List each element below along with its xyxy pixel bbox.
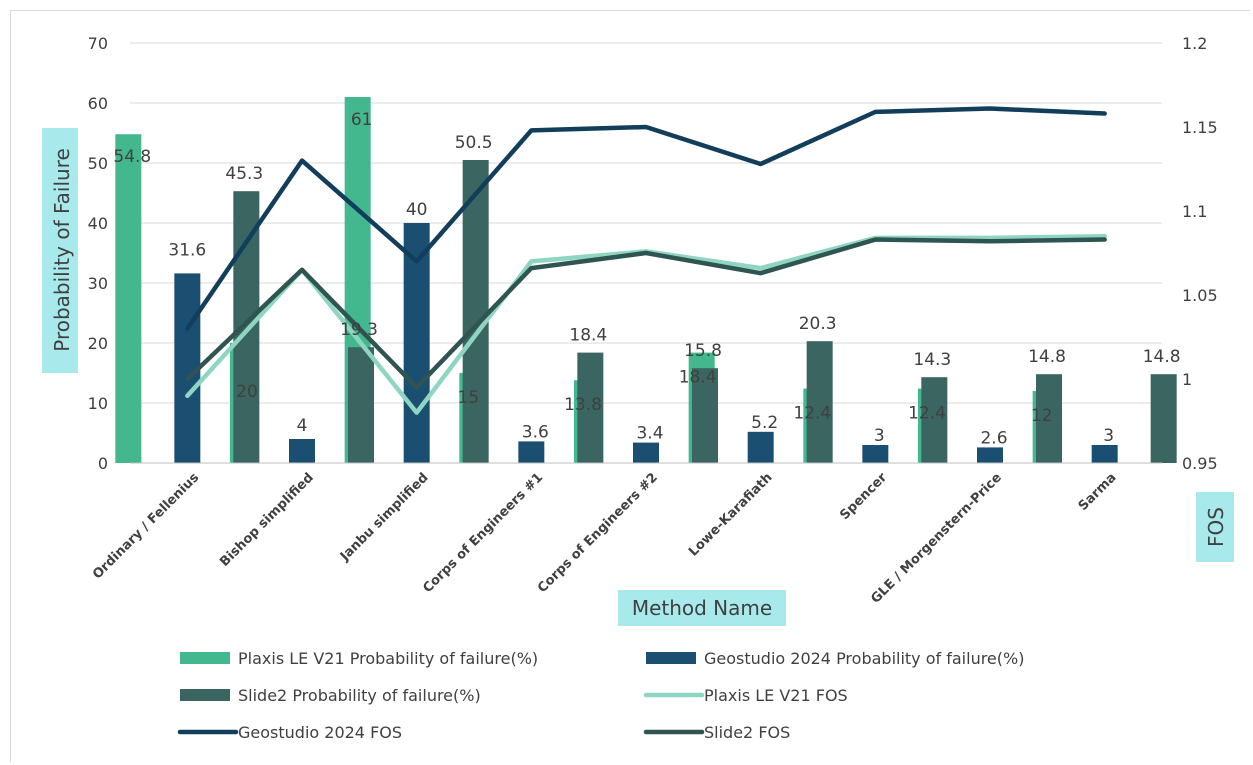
legend-label: Plaxis LE V21 FOS [704, 686, 848, 705]
bar-data-label: 61 [351, 110, 373, 130]
legend: Plaxis LE V21 Probability of failure(%) G… [177, 649, 1024, 742]
bar [977, 447, 1003, 463]
bar-data-label: 54.8 [113, 147, 151, 167]
legend-swatch [180, 689, 230, 701]
bar-data-label: 15.8 [684, 341, 722, 361]
y-tick-label: 20 [88, 334, 108, 353]
bar-data-label: 20 [236, 382, 258, 402]
y2-tick-label: 1.2 [1182, 34, 1207, 53]
y-tick-label: 60 [88, 94, 108, 113]
bar-data-label: 40 [406, 200, 428, 220]
bar-data-label: 15 [458, 388, 480, 408]
legend-label: Slide2 FOS [704, 723, 790, 742]
bar [233, 191, 260, 463]
axes: 0 10 20 30 40 50 60 70 0.95 1 1.05 1.1 1.15 1.2 Ordina… [42, 34, 1234, 626]
y-tick-label: 50 [88, 154, 108, 173]
bar [692, 368, 718, 463]
x-tick-label: Corps of Engineers #1 [420, 470, 546, 596]
y2-axis-title: FOS [1204, 507, 1228, 547]
bar-data-label: 45.3 [225, 164, 263, 184]
bar [462, 160, 489, 463]
x-tick-label: Corps of Engineers #2 [535, 470, 661, 596]
x-axis-title: Method Name [632, 596, 772, 620]
bar [633, 442, 659, 463]
bar-data-label: 14.8 [1143, 347, 1181, 367]
y2-tick-label: 1.15 [1182, 118, 1218, 137]
bar [518, 441, 545, 463]
bar-data-labels: 54.8 20 61 15 13.8 18.4 12.4 12.4 12 31.6 4 40 3.6 3.… [113, 110, 1180, 448]
x-tick-label: Janbu simplified [337, 470, 432, 565]
bar [862, 445, 889, 463]
bar [1091, 445, 1118, 463]
bar-data-label: 3 [874, 426, 885, 446]
y2-axis-title-highlight [1196, 492, 1234, 562]
bars [115, 97, 1177, 463]
y2-tick-label: 1.1 [1182, 202, 1207, 221]
bar-data-label: 18.4 [569, 326, 607, 346]
bar-data-label: 31.6 [168, 240, 206, 260]
fos-line-1 [185, 233, 1107, 415]
bar-data-label: 5.2 [751, 413, 778, 433]
bar-data-label: 4 [297, 416, 308, 436]
bar [806, 341, 833, 463]
bar-data-label: 13.8 [564, 395, 602, 415]
bar-data-label: 14.8 [1028, 347, 1066, 367]
x-axis-title-highlight [618, 590, 786, 626]
bar-data-label: 2.6 [980, 428, 1007, 448]
bar-data-label: 3 [1103, 426, 1114, 446]
bar [289, 439, 315, 463]
bar-data-label: 12.4 [793, 404, 831, 424]
chart-frame [10, 10, 1250, 762]
bar [747, 431, 774, 463]
legend-swatch [180, 652, 230, 664]
y-tick-label: 70 [88, 34, 108, 53]
y-tick-label: 40 [88, 214, 108, 233]
x-tick-label: Sarma [1076, 470, 1120, 514]
legend-label: Slide2 Probability of failure(%) [238, 686, 481, 705]
y-tick-label: 30 [88, 274, 108, 293]
bar [1036, 374, 1062, 463]
fos-lines [185, 106, 1107, 415]
legend-swatch [646, 652, 696, 664]
bar-data-label: 50.5 [455, 133, 493, 153]
legend-label: Geostudio 2024 Probability of failure(%) [704, 649, 1024, 668]
y2-tick-label: 1.05 [1182, 286, 1218, 305]
bar-data-label: 12 [1031, 406, 1053, 426]
legend-label: Plaxis LE V21 Probability of failure(%) [238, 649, 538, 668]
x-tick-label: Ordinary / Fellenius [90, 470, 202, 582]
bar [921, 377, 948, 463]
y2-tick-label: 0.95 [1182, 454, 1218, 473]
bar [1150, 374, 1177, 463]
x-tick-label: Lowe-Karafiath [686, 470, 775, 559]
x-tick-label: GLE / Morgenstern-Price [868, 470, 1005, 607]
x-tick-label: Spencer [837, 470, 890, 523]
y-axis-title-highlight [42, 128, 78, 373]
bar-data-label: 14.3 [913, 350, 951, 370]
y-tick-label: 10 [88, 394, 108, 413]
bar-data-label: 3.4 [636, 424, 663, 444]
bar-data-label: 18.4 [679, 368, 717, 388]
x-tick-label: Bishop simplified [217, 470, 317, 570]
fos-line-3 [185, 237, 1107, 390]
legend-label: Geostudio 2024 FOS [238, 723, 402, 742]
bar [577, 352, 604, 463]
bar [348, 347, 374, 463]
y-axis-title: Probability of Failure [50, 148, 74, 352]
y-tick-label: 0 [98, 454, 108, 473]
bar-data-label: 3.6 [522, 422, 549, 442]
bar [115, 134, 142, 463]
bar-data-label: 12.4 [908, 404, 946, 424]
bar-data-label: 20.3 [799, 314, 837, 334]
y2-tick-label: 1 [1182, 370, 1192, 389]
bar-data-label: 19.3 [340, 320, 378, 340]
